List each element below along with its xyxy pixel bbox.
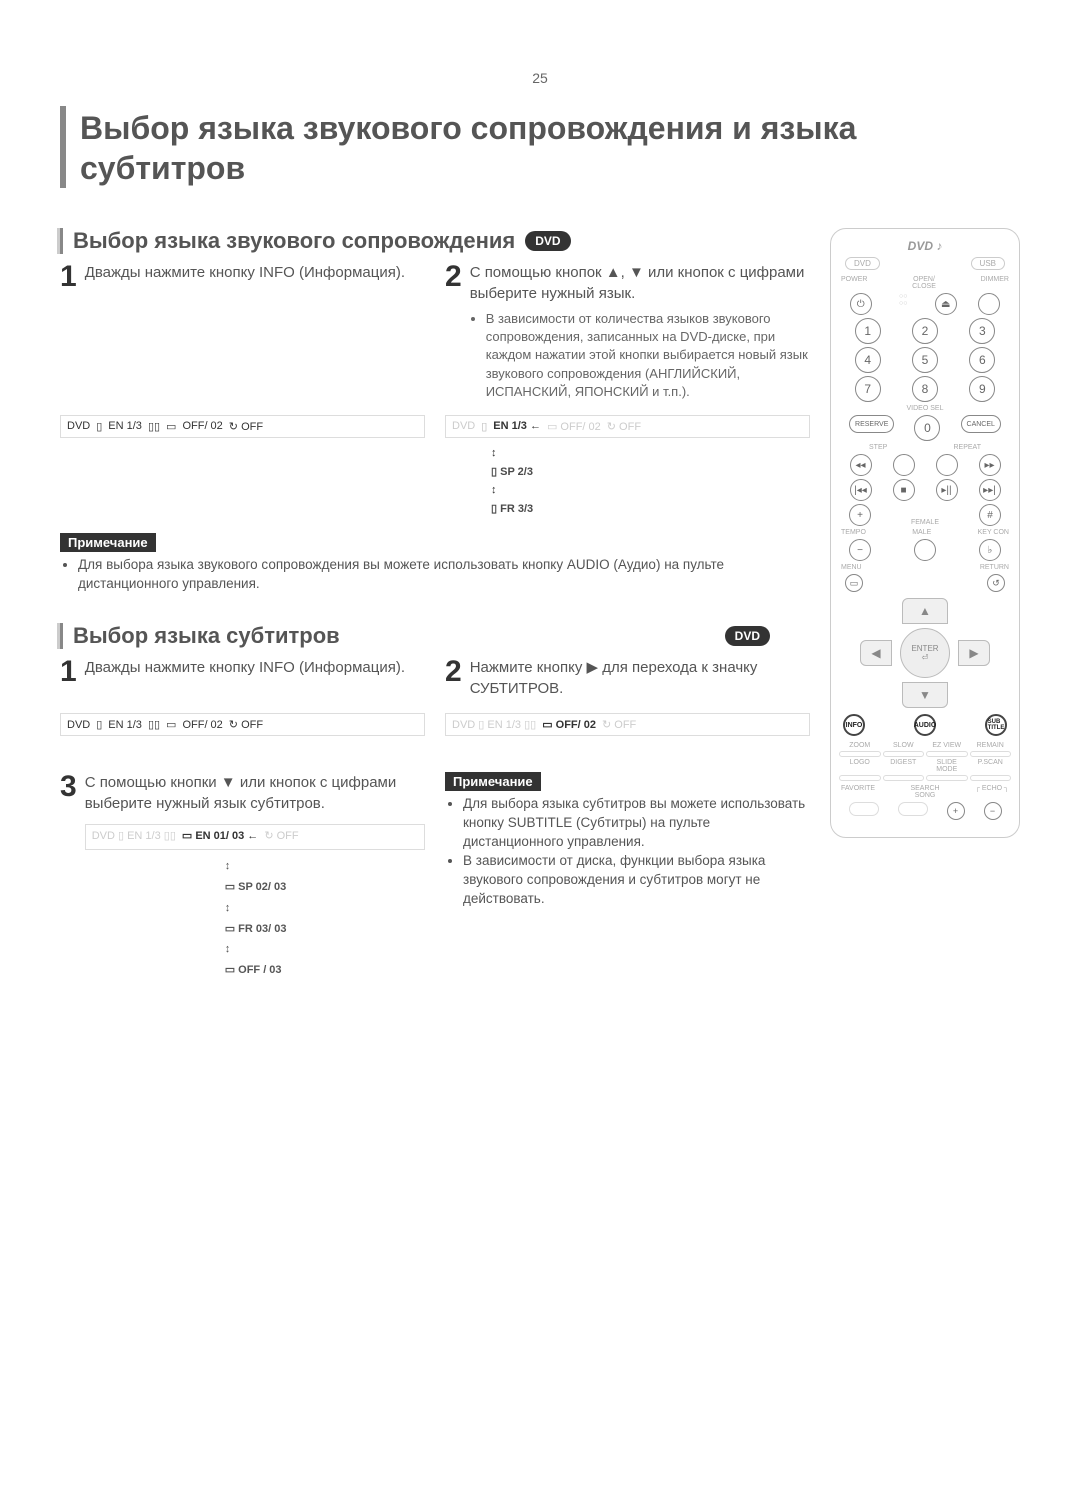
digit-2[interactable]: 2: [912, 318, 938, 344]
step2-bullet: В зависимости от количества языков звуко…: [486, 310, 810, 401]
digit-6[interactable]: 6: [969, 347, 995, 373]
plus-button[interactable]: +: [849, 504, 871, 526]
play-pause-button[interactable]: ▸||: [936, 479, 958, 501]
subtitle-button[interactable]: SUB TITLE: [985, 714, 1007, 736]
status-bar-faded: DVD ▯ EN 1/3 ▯▯ ▭ OFF/ 02 ↻ OFF: [445, 713, 810, 736]
note-label: Примечание: [60, 533, 156, 552]
return-button[interactable]: ↺: [987, 574, 1005, 592]
digit-7[interactable]: 7: [855, 376, 881, 402]
remote-logo: DVD ♪: [839, 239, 1011, 253]
info-button[interactable]: INFO: [843, 714, 865, 736]
step2-text: С помощью кнопок ▲, ▼ или кнопок с цифра…: [470, 262, 810, 304]
status-bar-sub: DVD ▯ EN 1/3 ▯▯ ▭ EN 01/ 03 ← ↻ OFF: [85, 824, 425, 849]
step-number: 2: [445, 262, 462, 401]
main-title: Выбор языка звукового сопровождения и яз…: [60, 106, 1020, 188]
s2-note2: В зависимости от диска, функции выбора я…: [463, 852, 810, 909]
subtitle-sequence: ↕ ▭ SP 02/ 03 ↕ ▭ FR 03/ 03 ↕ ▭ OFF / 03: [85, 856, 425, 981]
note-label: Примечание: [445, 772, 541, 791]
echo-plus[interactable]: +: [947, 802, 965, 820]
dpad-up[interactable]: ▲: [902, 598, 948, 624]
s2-note1: Для выбора языка субтитров вы можете исп…: [463, 795, 810, 852]
dvd-pill[interactable]: DVD: [845, 257, 880, 270]
usb-pill[interactable]: USB: [971, 257, 1005, 270]
prev-button[interactable]: |◂◂: [850, 479, 872, 501]
enter-button[interactable]: ENTER⏎: [900, 628, 950, 678]
dvd-badge: DVD: [525, 231, 570, 251]
fforward-button[interactable]: ▸▸: [979, 454, 1001, 476]
page-number: 25: [60, 70, 1020, 86]
dpad: ▲ ▼ ◀ ▶ ENTER⏎: [860, 598, 990, 708]
section2-title: Выбор языка субтитров: [60, 623, 340, 649]
next-button[interactable]: ▸▸|: [979, 479, 1001, 501]
digit-3[interactable]: 3: [969, 318, 995, 344]
power-button[interactable]: ⏻: [850, 293, 872, 315]
male-button[interactable]: [914, 539, 936, 561]
stop-button[interactable]: ■: [893, 479, 915, 501]
echo-minus[interactable]: −: [984, 802, 1002, 820]
sharp-button[interactable]: #: [979, 504, 1001, 526]
step-number: 3: [60, 772, 77, 981]
flat-button[interactable]: ♭: [979, 539, 1001, 561]
note-text: Для выбора языка звукового сопровождения…: [78, 556, 810, 594]
digit-1[interactable]: 1: [855, 318, 881, 344]
digit-4[interactable]: 4: [855, 347, 881, 373]
status-bar: DVD ▯ EN 1/3 ▯▯ ▭ OFF/ 02 ↻ OFF: [60, 713, 425, 736]
cancel-button[interactable]: CANCEL: [961, 415, 1001, 433]
s2-step2-text: Нажмите кнопку ▶ для перехода к значку С…: [470, 657, 810, 699]
digit-0[interactable]: 0: [914, 415, 940, 441]
rewind-button[interactable]: ◂◂: [850, 454, 872, 476]
step-number: 1: [60, 657, 77, 699]
dpad-left[interactable]: ◀: [860, 640, 892, 666]
dimmer-button[interactable]: [978, 293, 1000, 315]
remote-control: DVD ♪ DVD USB POWEROPEN/ CLOSEDIMMER ⏻ ○…: [830, 228, 1020, 838]
s2-step3-text: С помощью кнопки ▼ или кнопок с цифрами …: [85, 772, 425, 814]
dpad-down[interactable]: ▼: [902, 682, 948, 708]
section1-title: Выбор языка звукового сопровождения: [60, 228, 515, 254]
minus-button[interactable]: −: [849, 539, 871, 561]
step-button[interactable]: [893, 454, 915, 476]
audio-button[interactable]: AUDIO: [914, 714, 936, 736]
step1-text: Дважды нажмите кнопку INFO (Информация).: [85, 262, 425, 401]
open-close-button[interactable]: ⏏: [935, 293, 957, 315]
dpad-right[interactable]: ▶: [958, 640, 990, 666]
s2-step1-text: Дважды нажмите кнопку INFO (Информация).: [85, 657, 425, 699]
digit-5[interactable]: 5: [912, 347, 938, 373]
dvd-badge: DVD: [725, 626, 770, 646]
step-number: 1: [60, 262, 77, 401]
digit-8[interactable]: 8: [912, 376, 938, 402]
zoom-button[interactable]: [839, 751, 881, 757]
repeat-button[interactable]: [936, 454, 958, 476]
reserve-button[interactable]: RESERVE: [849, 415, 894, 433]
lang-sequence: ↕ ▯ SP 2/3 ↕ ▯ FR 3/3: [445, 444, 810, 519]
status-bar: DVD ▯ EN 1/3 ▯▯ ▭ OFF/ 02 ↻ OFF: [60, 415, 425, 438]
step-number: 2: [445, 657, 462, 699]
status-bar-faded: DVD ▯ EN 1/3 ← ▭ OFF/ 02 ↻ OFF: [445, 415, 810, 438]
menu-button[interactable]: ▭: [845, 574, 863, 592]
digit-9[interactable]: 9: [969, 376, 995, 402]
